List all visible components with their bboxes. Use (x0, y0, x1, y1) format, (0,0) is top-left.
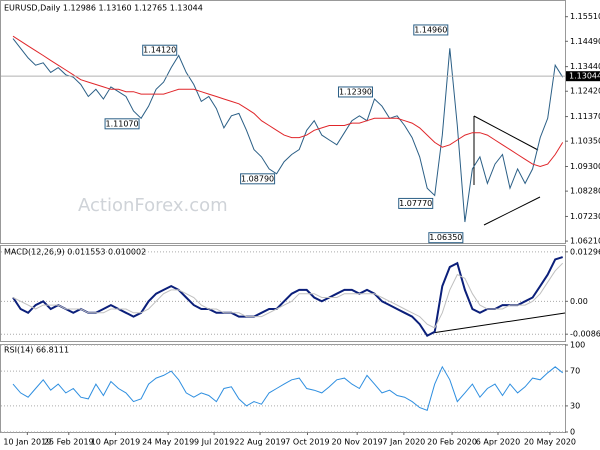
last-price-label: 1.13044 (569, 72, 600, 81)
annotation-label: 1.12390 (339, 87, 372, 96)
y-tick-label: 1.12420 (570, 87, 600, 96)
y-tick-label: 30 (570, 401, 580, 410)
x-tick-label: 20 Feb 2020 (427, 438, 477, 447)
annotation-box (398, 197, 434, 209)
y-tick-label: 1.14490 (570, 37, 600, 46)
macd-panel (0, 245, 566, 342)
price-title: EURUSD,Daily 1.12986 1.13160 1.12765 1.1… (4, 4, 203, 13)
y-tick-label: 1.07230 (570, 212, 600, 221)
rsi-title: RSI(14) 66.8111 (4, 346, 69, 355)
watermark: ActionForex.com (78, 195, 228, 216)
series-line (12, 262, 564, 329)
macd-trendline (431, 312, 566, 334)
series-line (12, 256, 563, 338)
x-tick-label: 24 May 2019 (142, 438, 194, 447)
annotation-box (240, 173, 276, 185)
annotation-label: 1.06350 (429, 233, 462, 242)
y-tick-label: 100 (570, 341, 585, 350)
triangle-upper (473, 115, 539, 151)
x-tick-label: 20 May 2020 (524, 438, 576, 447)
x-tick-label: 6 Apr 2020 (476, 438, 520, 447)
y-tick-label: -0.008616 (570, 330, 600, 339)
x-tick-label: 10 Jan 2019 (3, 438, 51, 447)
x-tick-label: 22 Aug 2019 (234, 438, 285, 447)
x-tick-label: 7 Jan 2020 (382, 438, 425, 447)
annotation-label: 1.14960 (414, 25, 447, 34)
y-tick-label: 1.15510 (570, 12, 600, 21)
y-tick-label: 1.08280 (570, 187, 600, 196)
y-tick-label: 1.09300 (570, 162, 600, 171)
annotation-box (337, 86, 373, 98)
rsi-panel (0, 344, 566, 433)
last-price-box (566, 71, 600, 82)
series-line (12, 365, 564, 411)
x-tick-label: 20 Nov 2019 (332, 438, 383, 447)
macd-title: MACD(12,26,9) 0.011553 0.010002 (4, 248, 146, 257)
annotation-label: 1.14120 (143, 46, 176, 55)
y-tick-label: 1.10350 (570, 137, 600, 146)
annotation-box (142, 44, 178, 56)
y-tick-label: 0.012967 (570, 247, 600, 256)
y-tick-label: 0 (570, 428, 575, 437)
annotation-label: 1.07770 (399, 199, 432, 208)
annotation-box (428, 232, 464, 244)
series-line (12, 35, 564, 168)
series-line (12, 38, 564, 223)
y-tick-label: 0.00 (570, 297, 588, 306)
annotation-box (413, 24, 449, 36)
x-tick-label: 9 Jul 2019 (194, 438, 234, 447)
y-tick-label: 1.06210 (570, 237, 600, 246)
x-tick-label: 25 Feb 2019 (44, 438, 94, 447)
triangle-lower (483, 196, 541, 226)
annotation-label: 1.08790 (241, 174, 274, 183)
y-tick-label: 1.11370 (570, 112, 600, 121)
annotation-box (104, 118, 140, 130)
x-tick-label: 10 Apr 2019 (91, 438, 140, 447)
y-tick-label: 1.13440 (570, 62, 600, 71)
price-panel (0, 0, 566, 244)
annotation-label: 1.11070 (106, 119, 139, 128)
x-tick-label: 7 Oct 2019 (285, 438, 329, 447)
y-tick-label: 70 (570, 367, 580, 376)
